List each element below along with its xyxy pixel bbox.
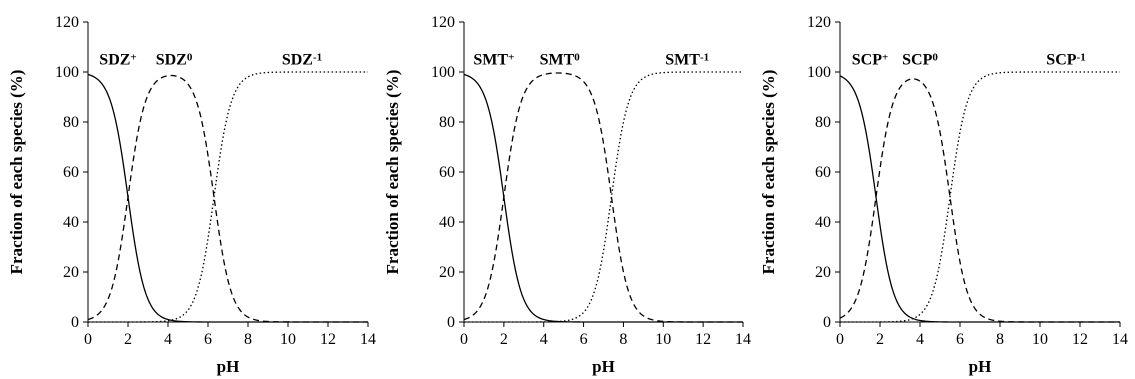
y-tick-label: 60 (63, 164, 79, 181)
x-tick-label: 4 (916, 331, 924, 348)
y-axis-title: Fraction of each species (%) (759, 70, 778, 275)
y-tick-label: 20 (439, 264, 455, 281)
x-tick-label: 6 (580, 331, 588, 348)
y-tick-label: 40 (439, 214, 455, 231)
y-tick-label: 80 (63, 114, 79, 131)
species-label-charge: 0 (187, 51, 193, 63)
x-tick-label: 8 (244, 331, 252, 348)
y-tick-label: 120 (807, 14, 831, 31)
species-label: SDZ-1 (282, 51, 322, 68)
species-label: SMT0 (540, 51, 581, 68)
species-label-charge: + (130, 51, 136, 63)
neutral-species-curve (87, 74, 368, 323)
x-tick-label: 14 (1112, 331, 1128, 348)
x-tick-label: 6 (956, 331, 964, 348)
x-axis-title: pH (969, 357, 992, 376)
species-label-charge: 0 (574, 51, 580, 63)
x-tick-label: 2 (124, 331, 132, 348)
cationic-species-curve (839, 75, 1120, 323)
y-tick-label: 40 (815, 214, 831, 231)
x-tick-label: 10 (280, 331, 296, 348)
y-axis-title: Fraction of each species (%) (7, 70, 26, 275)
species-label-base: SDZ (282, 52, 313, 69)
y-tick-label: 0 (823, 314, 831, 331)
chart-panel-3: 0 20 40 60 80 100 120 0 2 4 6 8 10 12 14 pH Fraction of … (759, 14, 1128, 376)
x-tick-label: 2 (876, 331, 884, 348)
y-axis-title: Fraction of each species (%) (383, 70, 402, 275)
y-tick-label: 20 (63, 264, 79, 281)
x-tick-label: 12 (1072, 331, 1088, 348)
cationic-species-curve (87, 73, 368, 323)
y-tick-label: 120 (55, 14, 79, 31)
neutral-species-curve (839, 78, 1120, 323)
y-tick-label: 60 (815, 164, 831, 181)
y-tick-label: 100 (431, 64, 455, 81)
y-tick-label: 0 (71, 314, 79, 331)
y-tick-label: 100 (55, 64, 79, 81)
x-tick-label: 14 (360, 331, 376, 348)
x-tick-label: 8 (996, 331, 1004, 348)
species-label-charge: -1 (1077, 51, 1086, 63)
x-tick-label: 0 (84, 331, 92, 348)
x-tick-label: 12 (695, 331, 711, 348)
species-label-base: SMT (665, 52, 700, 69)
species-label: SMT+ (473, 51, 514, 68)
neutral-species-curve (463, 72, 743, 323)
species-label-charge: + (508, 51, 514, 63)
anionic-species-curve (840, 71, 1120, 323)
species-label-base: SDZ (99, 52, 130, 69)
species-label-charge: + (882, 51, 888, 63)
y-tick-label: 40 (63, 214, 79, 231)
species-label-base: SCP (902, 52, 932, 69)
x-tick-label: 12 (320, 331, 336, 348)
species-label: SCP0 (902, 51, 938, 68)
anionic-species-curve (464, 71, 743, 323)
species-label: SCP-1 (1046, 51, 1085, 68)
x-axis-title: pH (217, 357, 240, 376)
y-tick-label: 80 (439, 114, 455, 131)
species-label: SDZ+ (99, 51, 136, 68)
x-tick-label: 0 (460, 331, 468, 348)
x-tick-label: 4 (164, 331, 172, 348)
cationic-species-curve (463, 73, 743, 323)
species-label-charge: -1 (700, 51, 709, 63)
x-axis-title: pH (592, 357, 615, 376)
chart-panel-1: 0 20 40 60 80 100 120 0 2 4 6 8 10 12 14 pH Fraction of … (7, 14, 376, 376)
y-tick-label: 120 (431, 14, 455, 31)
x-tick-label: 4 (540, 331, 548, 348)
species-label: SDZ0 (156, 51, 193, 68)
y-tick-label: 80 (815, 114, 831, 131)
y-tick-label: 0 (447, 314, 455, 331)
species-label: SMT-1 (665, 51, 709, 68)
species-label: SCP+ (852, 51, 889, 68)
anionic-species-curve (88, 71, 368, 323)
y-tick-label: 20 (815, 264, 831, 281)
x-tick-label: 0 (836, 331, 844, 348)
species-label-base: SMT (473, 52, 508, 69)
x-tick-label: 10 (655, 331, 671, 348)
x-tick-label: 8 (619, 331, 627, 348)
species-label-charge: -1 (313, 51, 322, 63)
species-label-charge: 0 (932, 51, 938, 63)
x-tick-label: 2 (500, 331, 508, 348)
y-tick-label: 60 (439, 164, 455, 181)
chart-panel-2: 0 20 40 60 80 100 120 0 2 4 6 8 10 12 14 pH Fraction of … (383, 14, 751, 376)
species-label-base: SCP (1046, 52, 1076, 69)
x-tick-label: 14 (735, 331, 751, 348)
x-tick-label: 10 (1032, 331, 1048, 348)
x-tick-label: 6 (204, 331, 212, 348)
species-label-base: SDZ (156, 52, 187, 69)
species-label-base: SCP (852, 52, 882, 69)
y-tick-label: 100 (807, 64, 831, 81)
species-label-base: SMT (540, 52, 575, 69)
